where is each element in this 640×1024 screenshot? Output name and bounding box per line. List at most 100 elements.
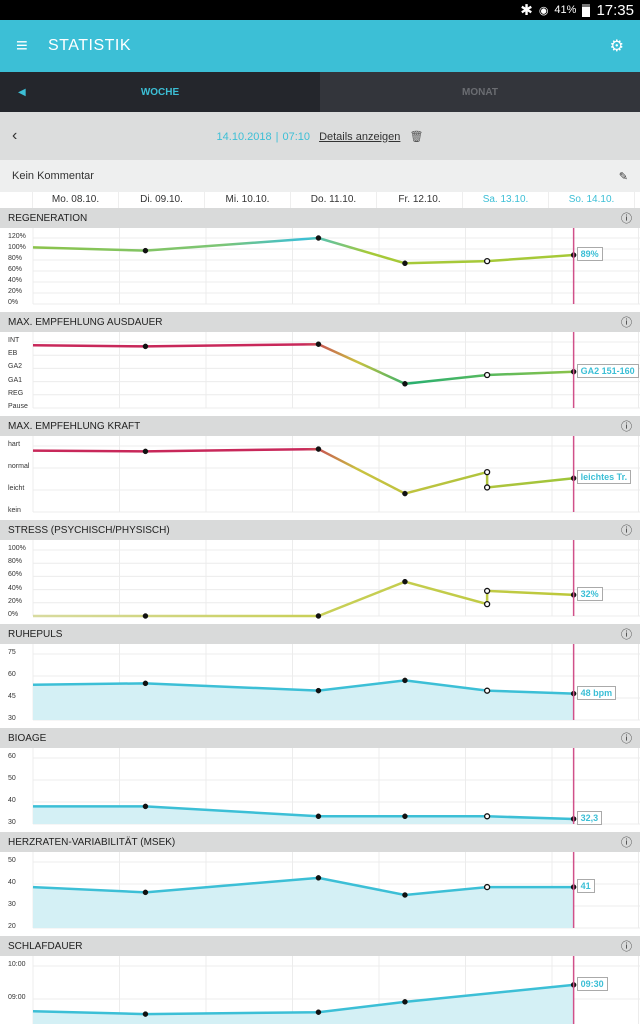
section-title: BIOAGE bbox=[8, 732, 47, 744]
y-axis-label: normal bbox=[8, 463, 30, 470]
measurement-time: 07:10 bbox=[282, 130, 310, 143]
wifi-icon: ◉ bbox=[538, 4, 549, 17]
section-title: MAX. EMPFEHLUNG AUSDAUER bbox=[8, 316, 163, 328]
info-icon[interactable]: ⓘ bbox=[621, 421, 632, 433]
y-axis-label: 30 bbox=[8, 715, 16, 722]
y-axis-label: Pause bbox=[8, 403, 28, 410]
y-axis-label: 09:00 bbox=[8, 994, 26, 1001]
chevron-left-icon[interactable]: ‹ bbox=[12, 127, 18, 144]
y-axis-label: GA1 bbox=[8, 376, 23, 384]
y-axis-label: 20 bbox=[8, 923, 16, 930]
current-value-label: 32% bbox=[576, 586, 603, 601]
section-header: SCHLAFDAUER ⓘ bbox=[0, 936, 640, 956]
chart-1[interactable]: INT EB GA2 GA1 REG Pause GA2 151-160 bbox=[0, 332, 640, 416]
current-value-label: 89% bbox=[576, 247, 603, 262]
section-header: MAX. EMPFEHLUNG AUSDAUER ⓘ bbox=[0, 312, 640, 332]
y-axis-label: 60% bbox=[8, 266, 23, 273]
section-title: HERZRATEN-VARIABILITÄT (MSEK) bbox=[8, 836, 176, 848]
current-value-label: GA2 151-160 bbox=[576, 363, 639, 378]
section-title: REGENERATION bbox=[8, 212, 88, 224]
y-axis-label: 50 bbox=[8, 775, 16, 782]
y-axis-label: 60 bbox=[8, 671, 16, 678]
info-icon[interactable]: ⓘ bbox=[621, 213, 632, 225]
day-label: Fr. 12.10. bbox=[377, 192, 463, 208]
section-header: STRESS (PSYCHISCH/PHYSISCH) ⓘ bbox=[0, 520, 640, 540]
status-bar: ✱ ◉ 41% 17:35 bbox=[0, 0, 640, 20]
current-value-label: 09:30 bbox=[576, 976, 608, 991]
info-icon[interactable]: ⓘ bbox=[621, 941, 632, 953]
pencil-icon[interactable]: ✎ bbox=[618, 170, 628, 183]
menu-icon[interactable]: ≡ bbox=[16, 35, 28, 57]
day-label: Di. 09.10. bbox=[119, 192, 205, 208]
app-bar: ≡ STATISTIK ⚙ bbox=[0, 20, 640, 72]
triangle-left-icon[interactable]: ◀ bbox=[18, 86, 26, 98]
section-header: REGENERATION ⓘ bbox=[0, 208, 640, 228]
y-axis-label: 100% bbox=[8, 545, 26, 552]
date-bar: ‹ 14.10.2018 | 07:10 Details anzeigen 🗑 bbox=[0, 112, 640, 160]
chart-5[interactable]: 60 50 40 30 32,3 bbox=[0, 748, 640, 832]
chart-3[interactable]: 100% 80% 60% 40% 20% 0% 32% bbox=[0, 540, 640, 624]
y-axis-label: 20% bbox=[8, 288, 23, 295]
section-header: MAX. EMPFEHLUNG KRAFT ⓘ bbox=[0, 416, 640, 436]
tab-monat[interactable]: MONAT bbox=[320, 72, 640, 112]
tab-woche[interactable]: ◀ WOCHE bbox=[0, 72, 320, 112]
separator: | bbox=[275, 130, 279, 143]
y-axis-label: 40% bbox=[8, 584, 23, 592]
period-tabs: ◀ WOCHE MONAT bbox=[0, 72, 640, 112]
day-label: Mo. 08.10. bbox=[33, 192, 119, 208]
day-header: Mo. 08.10. Di. 09.10. Mi. 10.10. Do. 11.10.… bbox=[0, 192, 640, 208]
section-header: HERZRATEN-VARIABILITÄT (MSEK) ⓘ bbox=[0, 832, 640, 852]
current-value-label: 48 bpm bbox=[576, 685, 617, 700]
y-axis-label: 60 bbox=[8, 753, 16, 760]
chart-0[interactable]: 120% 100% 80% 60% 40% 20% 0% 89% bbox=[0, 228, 640, 312]
battery-percent: 41% bbox=[554, 4, 577, 16]
measurement-date: 14.10.2018 bbox=[216, 130, 272, 143]
current-value-label: 32,3 bbox=[576, 810, 603, 825]
y-axis-label: 100% bbox=[8, 244, 26, 251]
section-title: MAX. EMPFEHLUNG KRAFT bbox=[8, 420, 141, 432]
chart-2[interactable]: hart normal leicht kein leichtes Tr. bbox=[0, 436, 640, 520]
comment-row: Kein Kommentar ✎ bbox=[0, 160, 640, 192]
y-axis-label: 50 bbox=[8, 857, 16, 864]
clock: 17:35 bbox=[596, 1, 634, 19]
tab-woche-label: WOCHE bbox=[140, 86, 180, 98]
bluetooth-icon: ✱ bbox=[520, 2, 533, 19]
info-icon[interactable]: ⓘ bbox=[621, 629, 632, 641]
y-axis-label: 0% bbox=[8, 299, 19, 306]
y-axis-label: 40 bbox=[8, 797, 16, 804]
y-axis-label: 120% bbox=[8, 233, 26, 240]
section-title: SCHLAFDAUER bbox=[8, 940, 83, 952]
details-link[interactable]: Details anzeigen bbox=[319, 130, 401, 143]
y-axis-label: 0% bbox=[8, 611, 19, 618]
info-icon[interactable]: ⓘ bbox=[621, 525, 632, 537]
comment-text: Kein Kommentar bbox=[12, 170, 94, 182]
y-axis-label: 40 bbox=[8, 879, 16, 886]
chart-4[interactable]: 75 60 45 30 48 bpm bbox=[0, 644, 640, 728]
y-axis-label: REG bbox=[8, 389, 24, 397]
section-title: RUHEPULS bbox=[8, 628, 63, 640]
day-label: So. 14.10. bbox=[549, 192, 635, 208]
y-axis-label: INT bbox=[8, 337, 20, 344]
section-header: RUHEPULS ⓘ bbox=[0, 624, 640, 644]
y-axis-label: 80% bbox=[8, 558, 23, 566]
y-axis-label: kein bbox=[8, 507, 21, 514]
y-axis-label: 60% bbox=[8, 571, 23, 579]
chart-6[interactable]: 50 40 30 20 41 bbox=[0, 852, 640, 936]
gear-icon[interactable]: ⚙ bbox=[609, 38, 624, 55]
day-spacer bbox=[0, 192, 33, 208]
current-value-label: leichtes Tr. bbox=[576, 470, 632, 485]
day-label: Mi. 10.10. bbox=[205, 192, 291, 208]
charts-container: REGENERATION ⓘ 120% 100% 80% 60% 40% 20% 0% 89% MA… bbox=[0, 208, 640, 1024]
y-axis-label: 45 bbox=[8, 693, 16, 700]
page-title: STATISTIK bbox=[48, 37, 132, 54]
y-axis-label: 75 bbox=[8, 649, 16, 656]
info-icon[interactable]: ⓘ bbox=[621, 837, 632, 849]
info-icon[interactable]: ⓘ bbox=[621, 317, 632, 329]
info-icon[interactable]: ⓘ bbox=[621, 733, 632, 745]
current-value-label: 41 bbox=[576, 879, 595, 894]
y-axis-label: 80% bbox=[8, 255, 23, 262]
section-title: STRESS (PSYCHISCH/PHYSISCH) bbox=[8, 524, 170, 536]
trash-icon[interactable]: 🗑 bbox=[409, 130, 424, 143]
battery-icon bbox=[582, 3, 591, 17]
